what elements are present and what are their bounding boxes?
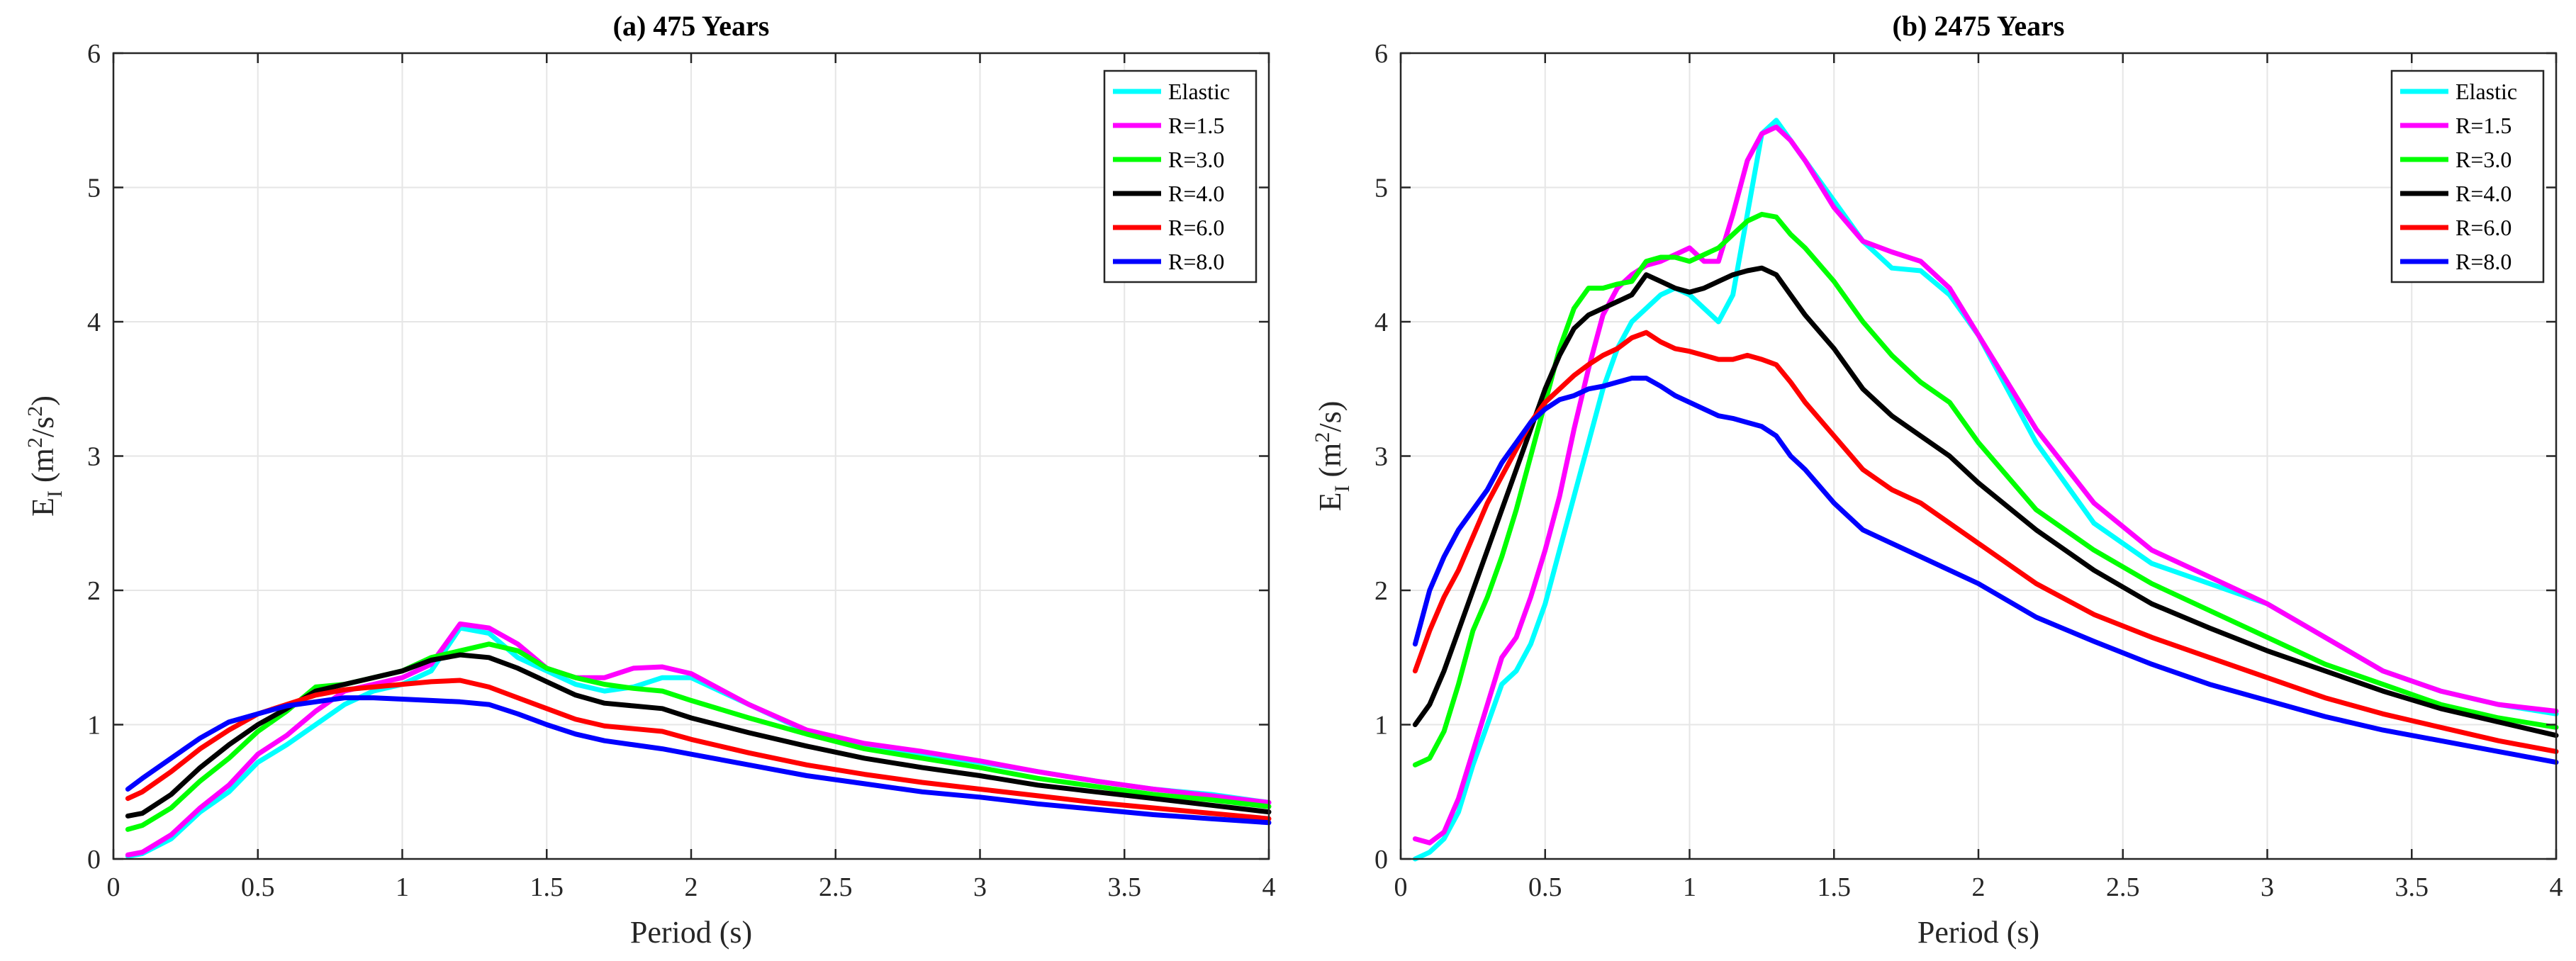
x-axis-label: Period (s) xyxy=(1917,915,2039,950)
legend-box xyxy=(2390,69,2545,283)
y-tick-label: 0 xyxy=(1374,845,1388,875)
y-axis-label-part: (m xyxy=(1313,443,1348,485)
y-tick-label: 0 xyxy=(87,845,101,875)
series-line-r-3-0 xyxy=(125,641,1272,832)
y-axis-label-part: 2 xyxy=(23,406,47,417)
x-tick-label: 3.5 xyxy=(1108,872,1142,902)
chart-panel-1: 0 0.5 1 1.5 2 2.5 3 3.5 4 0 1 2 3 4 5 6 (a) 475 Years Per… xyxy=(23,10,1276,950)
y-axis-label: EI (m2/s) xyxy=(1311,401,1354,512)
legend: Elastic R=1.5 R=3.0 R=4.0 R=6.0 R=8.0 xyxy=(1103,69,1258,283)
y-tick-label: 2 xyxy=(1374,576,1388,606)
legend-label: R=1.5 xyxy=(1168,113,1224,138)
chart-title: (a) 475 Years xyxy=(613,10,770,42)
x-tick-label: 1 xyxy=(1683,872,1696,902)
x-axis-label: Period (s) xyxy=(630,915,752,950)
x-tick-label: 2.5 xyxy=(819,872,853,902)
x-tick-label: 1.5 xyxy=(1818,872,1852,902)
legend-label: Elastic xyxy=(2455,79,2517,104)
y-tick-label: 1 xyxy=(87,711,101,741)
y-tick-label: 6 xyxy=(87,39,101,69)
chart-title: (b) 2475 Years xyxy=(1893,10,2065,42)
legend-label: R=4.0 xyxy=(1168,181,1224,206)
legend-label: R=8.0 xyxy=(2455,249,2511,274)
x-tick-label: 0.5 xyxy=(1528,872,1562,902)
y-axis-label-part: /s xyxy=(26,417,60,437)
x-tick-label: 3 xyxy=(2261,872,2274,902)
y-axis-label: EI (m2/s2) xyxy=(23,395,67,517)
x-tick-label: 2 xyxy=(1972,872,1986,902)
x-tick-label: 2.5 xyxy=(2106,872,2140,902)
y-axis-label-part: I xyxy=(43,490,67,498)
y-tick-label: 4 xyxy=(1374,308,1388,337)
y-axis-label-part: /s) xyxy=(1313,401,1348,432)
y-tick-label: 3 xyxy=(87,442,101,472)
x-tick-label: 4 xyxy=(1262,872,1276,902)
y-axis-label-part: 2 xyxy=(1311,432,1334,443)
y-tick-label: 5 xyxy=(1374,174,1388,203)
y-axis-label-part: (m xyxy=(26,448,60,490)
y-tick-label: 6 xyxy=(1374,39,1388,69)
x-tick-label: 1 xyxy=(396,872,409,902)
legend-label: R=6.0 xyxy=(2455,215,2511,240)
legend-label: R=3.0 xyxy=(1168,147,1224,172)
series-line-r-4-0 xyxy=(125,652,1272,819)
series-line-r-6-0 xyxy=(1412,330,2559,754)
series-line-r-3-0 xyxy=(1412,211,2559,768)
y-axis-label-part: E xyxy=(26,498,60,517)
chart-panel-2: 0 0.5 1 1.5 2 2.5 3 3.5 4 0 1 2 3 4 5 6 (b) 2475 Years Pe… xyxy=(1311,10,2563,950)
legend: Elastic R=1.5 R=3.0 R=4.0 R=6.0 R=8.0 xyxy=(2390,69,2545,283)
x-tick-label: 3 xyxy=(973,872,987,902)
legend-label: R=6.0 xyxy=(1168,215,1224,240)
legend-label: R=8.0 xyxy=(1168,249,1224,274)
y-axis-label-part: ) xyxy=(26,395,60,406)
y-axis-label-part: I xyxy=(1331,485,1354,493)
legend-label: R=3.0 xyxy=(2455,147,2511,172)
y-axis-label-part: 2 xyxy=(23,437,47,448)
x-tick-label: 2 xyxy=(685,872,698,902)
y-tick-label: 2 xyxy=(87,576,101,606)
y-tick-label: 5 xyxy=(87,174,101,203)
x-tick-label: 4 xyxy=(2550,872,2563,902)
legend-label: R=1.5 xyxy=(2455,113,2511,138)
y-tick-label: 4 xyxy=(87,308,101,337)
legend-label: Elastic xyxy=(1168,79,1230,104)
series-line-r-8-0 xyxy=(1412,376,2559,765)
series-line-r-4-0 xyxy=(1412,265,2559,738)
x-tick-label: 0 xyxy=(107,872,121,902)
x-tick-label: 1.5 xyxy=(530,872,564,902)
x-tick-label: 0 xyxy=(1394,872,1408,902)
series-line-elastic xyxy=(1412,118,2559,862)
x-tick-label: 3.5 xyxy=(2395,872,2429,902)
y-axis-label-part: E xyxy=(1313,493,1348,512)
legend-box xyxy=(1103,69,1258,283)
series-line-r-8-0 xyxy=(125,695,1272,826)
y-tick-label: 3 xyxy=(1374,442,1388,472)
x-tick-label: 0.5 xyxy=(241,872,275,902)
y-tick-label: 1 xyxy=(1374,711,1388,741)
legend-label: R=4.0 xyxy=(2455,181,2511,206)
